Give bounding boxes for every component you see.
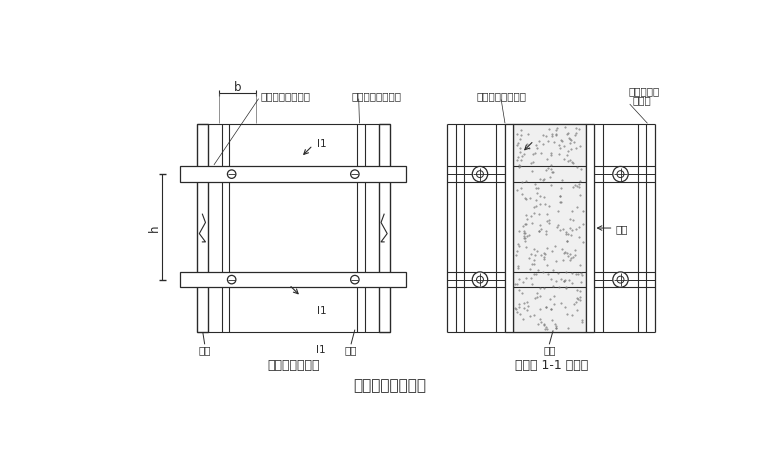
Text: l1: l1 bbox=[317, 306, 327, 316]
Text: 次樾（图形鑰管）: 次樾（图形鑰管） bbox=[351, 91, 401, 101]
Circle shape bbox=[477, 276, 483, 284]
Circle shape bbox=[472, 272, 488, 288]
Text: 墙模板设计简图。: 墙模板设计简图。 bbox=[353, 377, 426, 392]
Circle shape bbox=[477, 171, 483, 178]
Bar bbox=[197, 125, 207, 332]
Text: b: b bbox=[234, 81, 242, 94]
Circle shape bbox=[350, 276, 359, 284]
Circle shape bbox=[617, 171, 624, 178]
Circle shape bbox=[617, 276, 624, 284]
Bar bbox=[378, 125, 389, 332]
Text: l1: l1 bbox=[317, 139, 327, 149]
Text: 墙模板正立面图: 墙模板正立面图 bbox=[267, 358, 319, 371]
Text: 面板: 面板 bbox=[198, 344, 211, 354]
Bar bbox=[586, 125, 594, 332]
Text: 螺栓: 螺栓 bbox=[345, 344, 357, 354]
Bar bbox=[513, 125, 586, 332]
Circle shape bbox=[613, 272, 629, 288]
Text: 螺栓: 螺栓 bbox=[543, 344, 556, 354]
Text: 鑰管）: 鑰管） bbox=[632, 95, 651, 105]
Text: 主樾（图形鑰管）: 主樾（图形鑰管） bbox=[477, 91, 526, 101]
Circle shape bbox=[350, 170, 359, 179]
Text: 主樾（图形鑰管）: 主樾（图形鑰管） bbox=[260, 91, 310, 101]
Bar bbox=[505, 125, 513, 332]
Circle shape bbox=[613, 167, 629, 182]
Circle shape bbox=[227, 170, 236, 179]
Circle shape bbox=[472, 167, 488, 182]
Bar bbox=[180, 272, 407, 288]
Text: l1: l1 bbox=[315, 344, 325, 354]
Text: 墙模板 1-1 剪面图: 墙模板 1-1 剪面图 bbox=[515, 358, 587, 371]
Bar bbox=[180, 167, 407, 182]
Text: h: h bbox=[148, 224, 161, 231]
Circle shape bbox=[227, 276, 236, 284]
Text: 次樾（图形: 次樾（图形 bbox=[629, 86, 660, 96]
Text: 面板: 面板 bbox=[615, 224, 628, 234]
